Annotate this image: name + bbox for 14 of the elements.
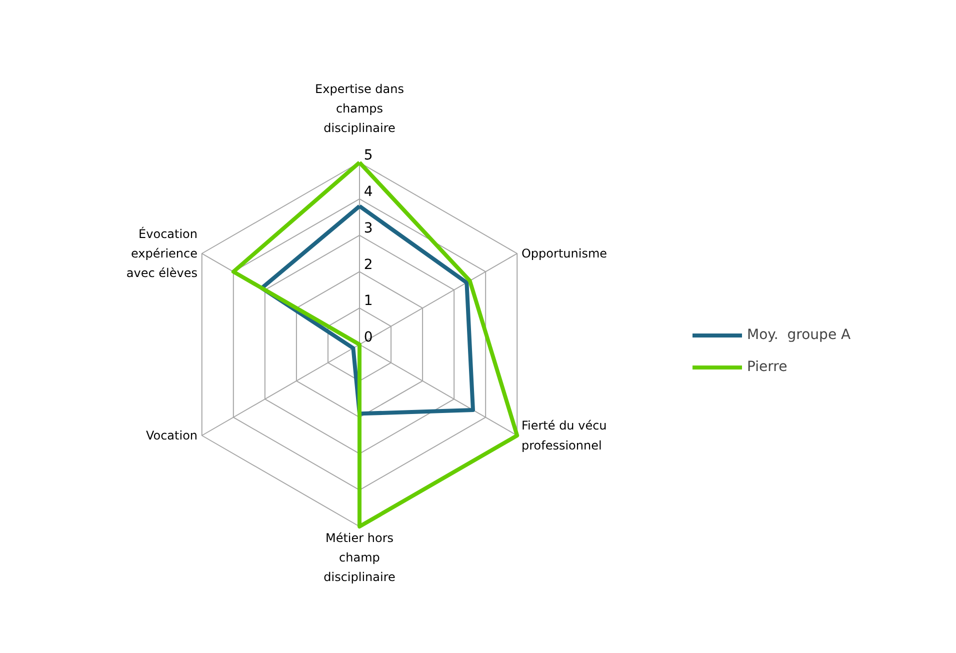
y-tick-label: 3 [364,220,373,236]
y-tick-label: 0 [364,330,373,346]
spoke-label: Expertise dans champs disciplinaire [315,82,404,136]
spoke-label: Vocation [146,428,198,442]
y-tick-label: 2 [364,256,373,273]
y-tick-label: 1 [364,293,373,310]
legend-label: Pierre [747,359,788,375]
y-tick-label: 4 [364,184,373,200]
spoke-label: Métier hors champ disciplinaire [324,530,396,584]
spoke-label: Évocation expérience avec élèves [126,226,198,280]
y-tick-label: 5 [364,148,373,164]
spoke-label: Fierté du vécu professionnel [521,418,607,452]
spoke-label: Opportunisme [521,246,608,260]
legend-label: Moy. groupe A [747,327,851,343]
